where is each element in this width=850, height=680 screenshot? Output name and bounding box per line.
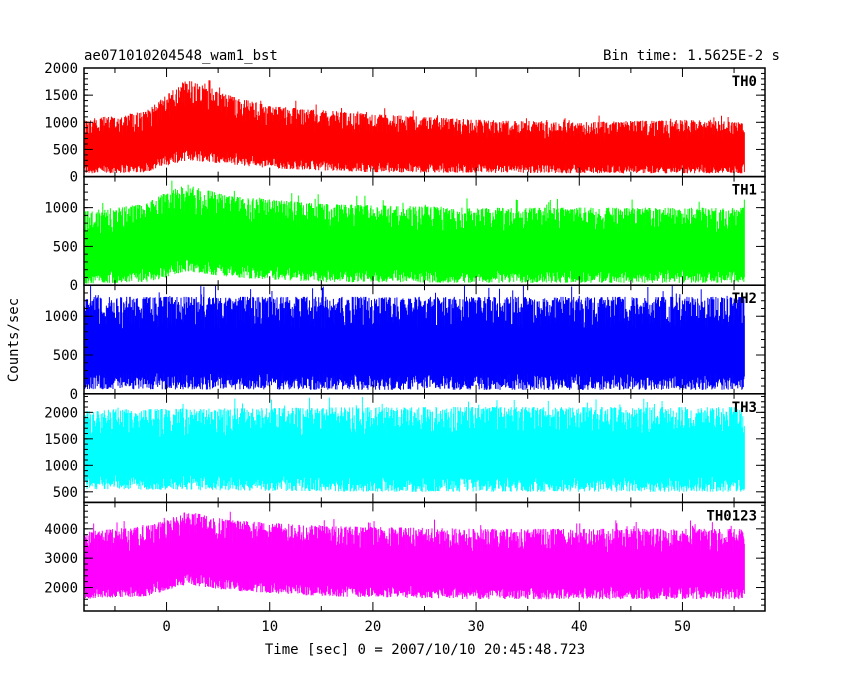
x-tick-label: 50: [674, 619, 691, 635]
panel-th1: 0 500 1000 TH1: [44, 175, 766, 294]
y-tick-label: 0: [70, 170, 78, 186]
chart-title: ae071010204548_wam1_bst: [84, 48, 278, 64]
series-th3: [84, 397, 745, 492]
y-tick-label: 4000: [44, 522, 78, 538]
y-axis-label: Counts/sec: [6, 298, 22, 382]
panel-label: TH2: [732, 291, 757, 307]
y-tick-label: 1500: [44, 432, 78, 448]
bin-time-label: Bin time: 1.5625E-2 s: [603, 48, 780, 64]
y-tick-label: 2000: [44, 405, 78, 421]
y-tick-label: 1000: [44, 201, 78, 217]
y-tick-label: 0: [70, 278, 78, 294]
panel-th3: 500 1000 1500 2000 TH3: [44, 393, 766, 504]
panel-label: TH1: [732, 183, 757, 199]
x-tick-label: 0: [162, 619, 170, 635]
y-tick-label: 500: [53, 239, 78, 255]
y-tick-label: 1000: [44, 309, 78, 325]
series-th2: [84, 285, 745, 390]
panel-th0123: 2000 3000 4000 TH0123 0 10 20 30 40 50: [44, 501, 766, 635]
panel-label: TH0: [732, 74, 757, 90]
y-tick-label: 3000: [44, 551, 78, 567]
panel-label: TH3: [732, 400, 757, 416]
y-tick-label: 2000: [44, 581, 78, 597]
y-tick-label: 1500: [44, 88, 78, 104]
x-axis-label: Time [sec] 0 = 2007/10/10 20:45:48.723: [265, 642, 585, 658]
y-tick-label: 1000: [44, 115, 78, 131]
series-th0: [84, 80, 745, 174]
y-tick-label: 1000: [44, 458, 78, 474]
y-tick-label: 500: [53, 485, 78, 501]
y-tick-label: 500: [53, 348, 78, 364]
x-tick-label: 20: [364, 619, 381, 635]
x-tick-label: 40: [571, 619, 588, 635]
x-tick-label: 10: [261, 619, 278, 635]
y-tick-label: 2000: [44, 61, 78, 77]
panel-label: TH0123: [706, 508, 757, 524]
y-tick-label: 0: [70, 387, 78, 403]
series-th1: [84, 180, 745, 284]
panel-th0: 0 500 1000 1500 2000 TH0: [44, 61, 766, 186]
panel-th2: 0 500 1000 TH2: [44, 284, 766, 403]
series-th0123: [84, 511, 745, 600]
panels-group: 0500100015002000TH005001000TH105001000TH…: [44, 61, 766, 635]
x-tick-label: 30: [468, 619, 485, 635]
y-tick-label: 500: [53, 142, 78, 158]
